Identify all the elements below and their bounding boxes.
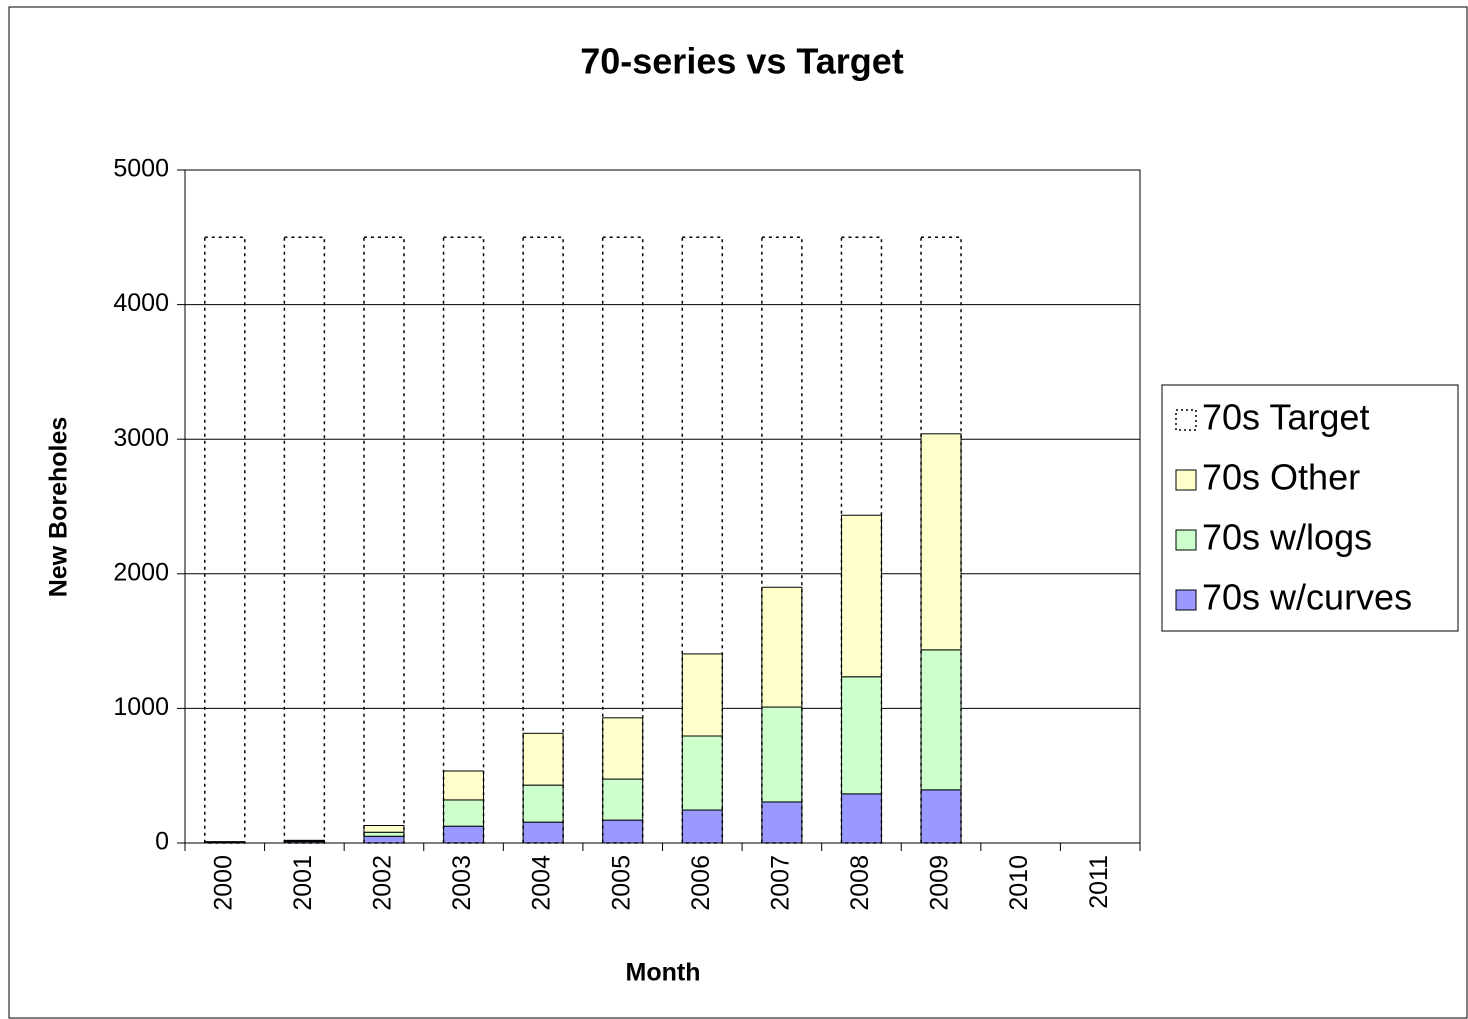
- bar-segment: [443, 825, 485, 844]
- plot-border: [184, 169, 1141, 844]
- bar-segment: [840, 514, 882, 678]
- bar-segment: [522, 784, 564, 823]
- y-tick-label: 1000: [113, 693, 169, 721]
- x-tick-label: 2000: [209, 855, 237, 911]
- bar-segment: [840, 793, 882, 844]
- x-tick-label: 2007: [766, 855, 794, 911]
- y-axis-title: New Boreholes: [45, 417, 73, 598]
- legend-box: [1161, 384, 1459, 632]
- bar-segment: [522, 732, 564, 786]
- bar-segment: [681, 735, 723, 811]
- legend-label: 70s w/logs: [1202, 517, 1372, 558]
- x-tick-label: 2005: [607, 855, 635, 911]
- x-tick-label: 2002: [369, 855, 397, 911]
- bar-segment: [283, 839, 325, 842]
- bar-segment: [920, 789, 962, 844]
- legend-swatch: [1175, 529, 1197, 551]
- bar-segment: [602, 819, 644, 844]
- bar-segment: [761, 586, 803, 708]
- bar-segment: [840, 676, 882, 795]
- bar-segment: [681, 809, 723, 844]
- legend-swatch: [1175, 469, 1197, 491]
- bar-segment: [920, 649, 962, 791]
- x-tick-label: 2006: [687, 855, 715, 911]
- x-tick-label: 2009: [926, 855, 954, 911]
- y-tick-label: 5000: [113, 155, 169, 183]
- bar-segment: [363, 835, 405, 844]
- legend-swatch: [1175, 589, 1197, 611]
- y-tick-label: 4000: [113, 289, 169, 317]
- x-tick-label: 2008: [846, 855, 874, 911]
- legend-swatch: [1175, 409, 1197, 431]
- plot-area: [185, 170, 1140, 843]
- x-tick-label: 2011: [1085, 855, 1113, 909]
- y-tick-label: 0: [155, 828, 169, 856]
- bar-segment: [761, 706, 803, 803]
- bar-segment: [363, 825, 405, 833]
- x-tick-label: 2004: [528, 855, 556, 911]
- bar-segment: [522, 821, 564, 844]
- bar-segment: [681, 653, 723, 737]
- legend-label: 70s Target: [1202, 397, 1369, 438]
- bar-segment: [761, 801, 803, 844]
- legend-label: 70s Other: [1202, 457, 1360, 498]
- x-tick-label: 2010: [1005, 855, 1033, 911]
- bar-segment: [363, 831, 405, 837]
- bar-segment: [602, 717, 644, 780]
- legend-label: 70s w/curves: [1202, 577, 1412, 618]
- y-tick-label: 3000: [113, 424, 169, 452]
- chart-title: 70-series vs Target: [580, 41, 904, 82]
- y-tick-label: 2000: [113, 558, 169, 586]
- bar-segment: [443, 799, 485, 827]
- bar-segment: [443, 770, 485, 801]
- x-tick-label: 2003: [448, 855, 476, 911]
- x-axis-title: Month: [626, 959, 701, 987]
- bar-segment: [920, 433, 962, 651]
- x-tick-label: 2001: [289, 855, 317, 911]
- bar-segment: [602, 778, 644, 821]
